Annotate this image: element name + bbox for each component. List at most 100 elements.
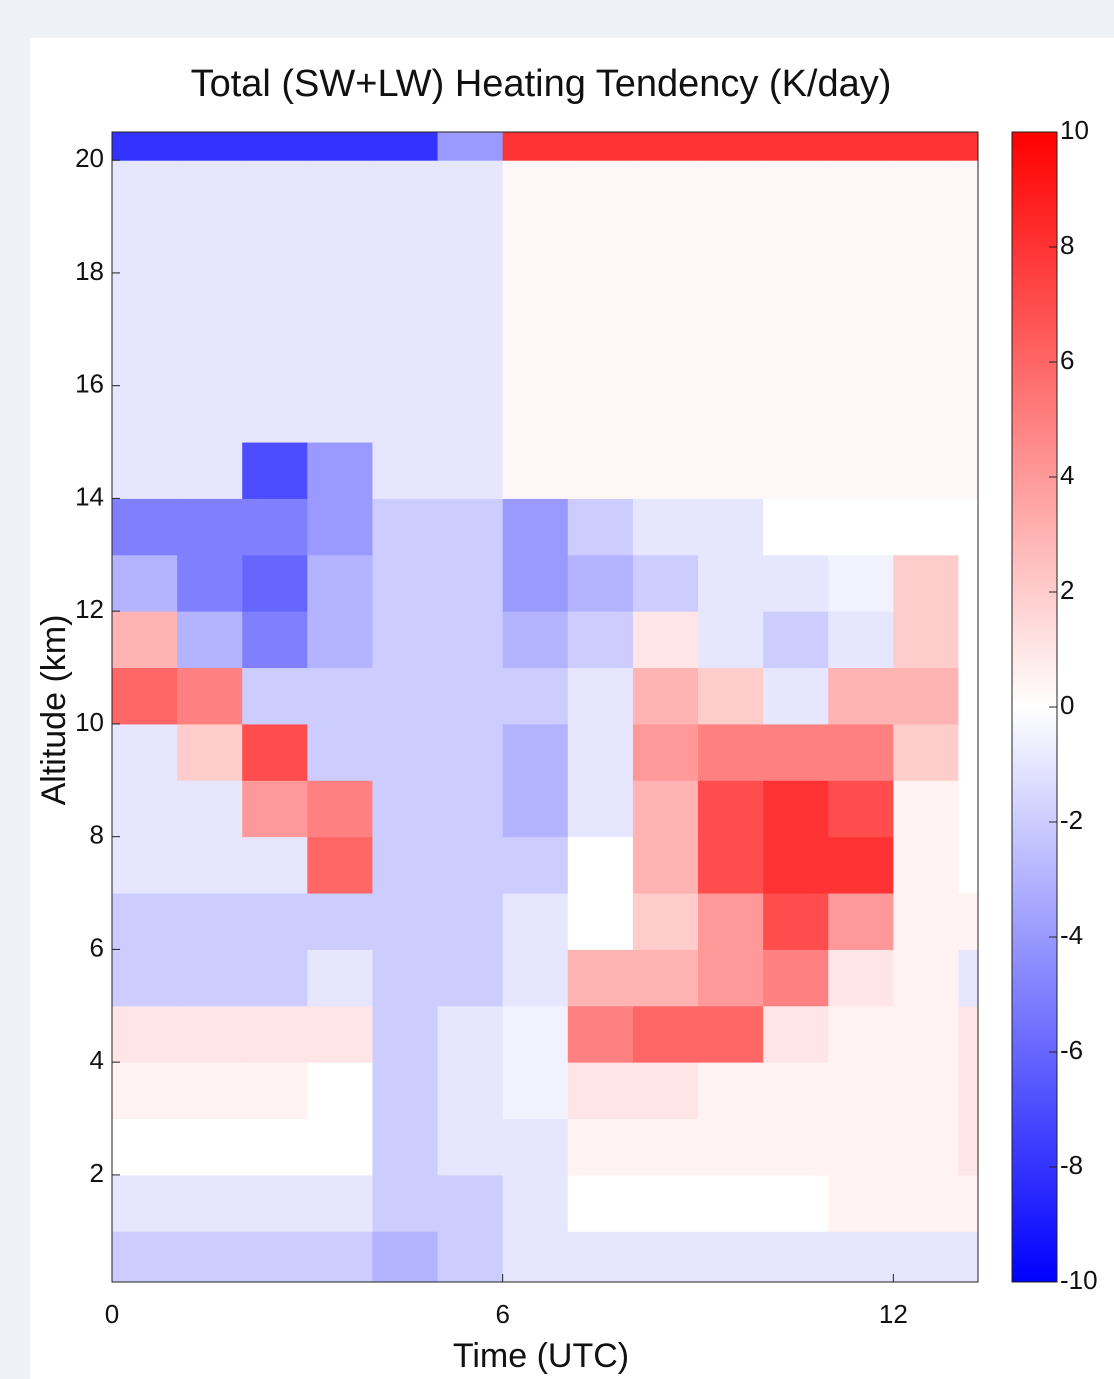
- heat-cell: [437, 385, 504, 443]
- heat-cell: [632, 442, 699, 499]
- heat-cell: [372, 554, 439, 612]
- heat-cell: [632, 611, 699, 669]
- heat-cell: [828, 498, 894, 556]
- heat-cell: [372, 385, 439, 443]
- heat-cell: [763, 216, 829, 274]
- colorbar-tick-label: 10: [1060, 115, 1089, 145]
- heat-cell: [698, 1231, 764, 1283]
- heat-cell: [763, 498, 829, 556]
- heat-cell: [177, 132, 243, 161]
- heat-cell: [307, 780, 373, 838]
- heat-cell: [177, 949, 243, 1007]
- heat-cell: [242, 132, 308, 161]
- heat-cell: [177, 836, 243, 894]
- heat-cell: [893, 780, 959, 838]
- colorbar-tick-label: 4: [1060, 460, 1074, 490]
- heat-cell: [632, 893, 699, 950]
- heat-cell: [112, 836, 178, 894]
- heat-cell: [307, 442, 373, 499]
- heat-cell: [958, 780, 979, 838]
- heat-cell: [698, 216, 764, 274]
- heat-cell: [567, 160, 634, 218]
- heat-cell: [763, 1118, 829, 1176]
- heat-cell: [307, 1005, 373, 1063]
- heat-cell: [372, 132, 439, 161]
- heat-cell: [567, 132, 634, 161]
- heat-cell: [958, 160, 979, 218]
- heat-cell: [698, 1005, 764, 1063]
- heat-cell: [502, 836, 569, 894]
- heat-cell: [242, 329, 308, 387]
- y-tick-label: 6: [90, 932, 104, 962]
- heat-cell: [307, 723, 373, 781]
- heat-cell: [632, 160, 699, 218]
- heat-cell: [307, 385, 373, 443]
- heat-cell: [828, 667, 894, 725]
- heat-cell: [567, 949, 634, 1007]
- heat-cell: [698, 385, 764, 443]
- heat-cell: [567, 611, 634, 669]
- heat-cell: [177, 1062, 243, 1120]
- heat-cell: [177, 893, 243, 950]
- heat-cell: [372, 667, 439, 725]
- heat-cell: [698, 554, 764, 612]
- heat-cell: [242, 1231, 308, 1283]
- heat-cell: [437, 132, 504, 161]
- heat-cell: [763, 1231, 829, 1283]
- heat-cell: [828, 1118, 894, 1176]
- heat-cell: [112, 272, 178, 330]
- heat-cell: [307, 611, 373, 669]
- heat-cell: [763, 272, 829, 330]
- chart-title: Total (SW+LW) Heating Tendency (K/day): [191, 63, 892, 105]
- heat-cell: [958, 1118, 979, 1176]
- heat-cell: [502, 160, 569, 218]
- heat-cell: [828, 1005, 894, 1063]
- heat-cell: [567, 498, 634, 556]
- y-axis-label: Altitude (km): [35, 615, 73, 806]
- colorbar-tick-label: -6: [1060, 1035, 1083, 1065]
- y-tick-label: 20: [75, 143, 104, 173]
- heat-cell: [502, 216, 569, 274]
- heat-cell: [177, 272, 243, 330]
- heat-cell: [763, 780, 829, 838]
- heat-cell: [893, 723, 959, 781]
- heat-cell: [242, 272, 308, 330]
- heat-cell: [437, 667, 504, 725]
- heat-cell: [893, 836, 959, 894]
- heat-cell: [242, 949, 308, 1007]
- heat-cell: [307, 1231, 373, 1283]
- heat-cell: [372, 893, 439, 950]
- y-tick-label: 4: [90, 1045, 104, 1075]
- heat-cell: [958, 385, 979, 443]
- y-tick-label: 18: [75, 256, 104, 286]
- heat-cell: [632, 1062, 699, 1120]
- heat-cell: [307, 216, 373, 274]
- y-tick-label: 12: [75, 594, 104, 624]
- heat-cell: [893, 329, 959, 387]
- heat-cell: [372, 272, 439, 330]
- heat-cell: [502, 1005, 569, 1063]
- heat-cell: [763, 442, 829, 499]
- heat-cell: [567, 1231, 634, 1283]
- heat-cell: [632, 554, 699, 612]
- heat-cell: [177, 723, 243, 781]
- heat-cell: [893, 667, 959, 725]
- heat-cell: [828, 554, 894, 612]
- heat-cell: [177, 498, 243, 556]
- heat-cell: [893, 132, 959, 161]
- heat-cell: [112, 132, 178, 161]
- heat-cell: [372, 1231, 439, 1283]
- heat-cell: [502, 132, 569, 161]
- heat-cell: [112, 385, 178, 443]
- heat-cell: [698, 723, 764, 781]
- heat-cell: [307, 1062, 373, 1120]
- heat-cell: [958, 329, 979, 387]
- heat-cell: [437, 216, 504, 274]
- plot-frame: [111, 131, 979, 1283]
- heat-cell: [763, 1174, 829, 1232]
- heat-cell: [958, 723, 979, 781]
- heat-cell: [502, 667, 569, 725]
- heat-cell: [242, 216, 308, 274]
- heat-cell: [958, 132, 979, 161]
